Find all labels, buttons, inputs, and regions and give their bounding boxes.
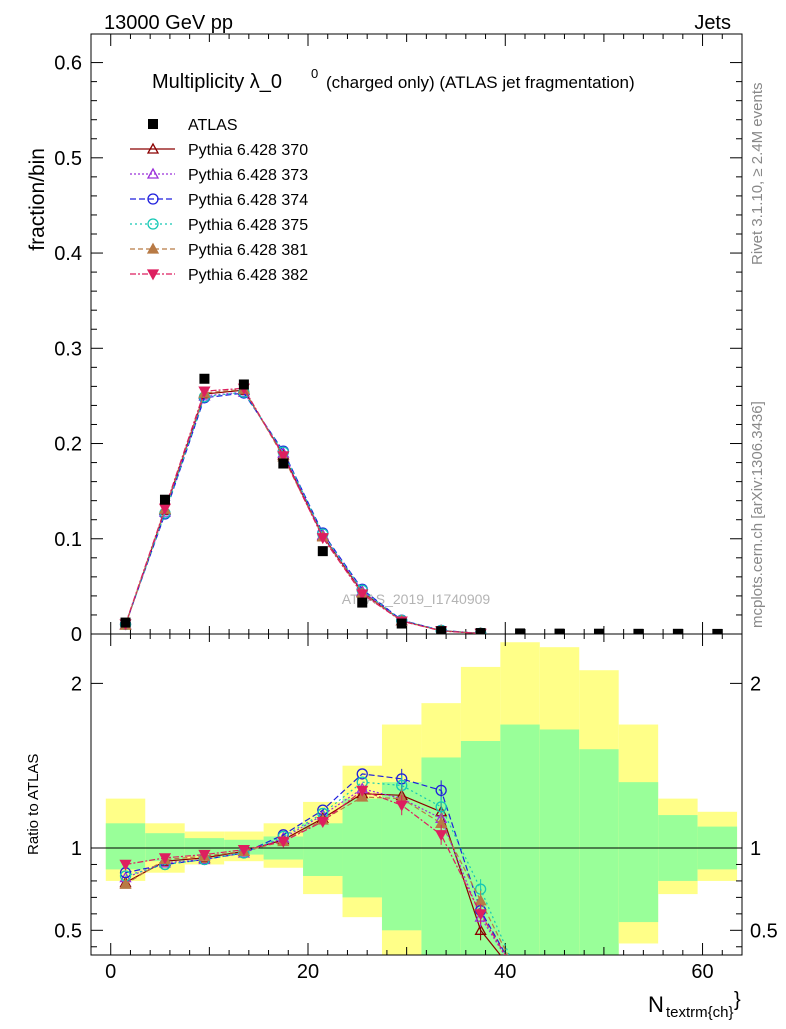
rivet-version-label: Rivet 3.1.10, ≥ 2.4M events — [749, 83, 766, 266]
band-inner — [579, 749, 619, 955]
x-tick-label: 60 — [691, 961, 713, 983]
x-tick-label: 40 — [494, 961, 516, 983]
ratio-382-line — [125, 789, 506, 955]
axis-ticks: 0 20 40 60 0 0.1 0.2 0.3 0.4 0.5 0.6 0.5 0.5 1 1 2 2 — [54, 34, 778, 983]
ratio-382-point — [237, 844, 250, 856]
legend-374-label: Pythia 6.428 374 — [188, 192, 308, 209]
title-rest: (charged only) (ATLAS jet fragmentation) — [326, 73, 635, 92]
legend-382-marker — [146, 269, 160, 281]
series-382-point — [198, 386, 211, 398]
ratio-tick-label-right: 0.5 — [750, 920, 778, 942]
legend-375-marker — [147, 218, 159, 230]
ratio-tick-label-left: 2 — [71, 673, 82, 695]
atlas-data-point — [593, 628, 604, 634]
ratio-tick-label-right: 1 — [750, 838, 761, 860]
x-tick-label: 0 — [105, 961, 116, 983]
atlas-data-point — [357, 597, 368, 608]
series-382-point — [277, 451, 290, 463]
ratio-tick-label-right: 2 — [750, 673, 761, 695]
legend-373-label: Pythia 6.428 373 — [188, 167, 308, 184]
series-374-line — [124, 392, 481, 634]
atlas-data-point — [396, 618, 407, 629]
band-inner — [539, 729, 580, 955]
x-axis-label-close: } — [734, 989, 741, 1011]
ratio-382-point — [474, 909, 487, 921]
atlas-data-point — [712, 628, 723, 634]
x-axis-label-main: N — [648, 992, 664, 1017]
legend-375-label: Pythia 6.428 375 — [188, 217, 308, 234]
ratio-382-point — [316, 817, 329, 828]
legend-381-label: Pythia 6.428 381 — [188, 242, 308, 259]
atlas-data-point — [515, 628, 526, 634]
ratio-382-point — [356, 785, 369, 797]
ratio-374-line — [125, 773, 507, 955]
ratio-382-point — [158, 853, 172, 865]
legend-373-marker — [146, 167, 160, 179]
legend: ATLAS Pythia 6.428 370 Pythia 6.428 373 Pyt… — [130, 117, 308, 284]
ratio-382-point — [198, 849, 211, 861]
y-tick-label: 0.5 — [54, 148, 82, 170]
band-inner — [618, 782, 659, 923]
legend-374-marker — [147, 193, 159, 205]
band-inner — [303, 823, 343, 876]
band-inner — [184, 838, 225, 857]
band-inner — [500, 724, 540, 955]
atlas-data-point — [672, 628, 683, 634]
atlas-data-point — [278, 458, 289, 469]
atlas-data-point — [475, 628, 486, 634]
y-axis-label: fraction/bin — [26, 148, 49, 251]
legend-381-marker — [146, 242, 160, 254]
x-tick-label: 20 — [297, 961, 319, 983]
atlas-data-point — [199, 373, 210, 384]
y-tick-label: 0.4 — [54, 243, 82, 265]
uncertainty-bands — [105, 642, 738, 955]
x-axis-label: N textrm{ch} } — [648, 989, 741, 1021]
ratio-382-point — [119, 859, 132, 871]
header-process-label: Jets — [694, 12, 731, 34]
x-axis-label-sub: textrm{ch} — [666, 1004, 734, 1021]
ratio-381-point — [119, 877, 132, 889]
legend-atlas-marker — [148, 119, 158, 129]
ratio-374-point — [356, 768, 368, 780]
title-superscript: 0 — [311, 66, 318, 81]
ratio-series — [119, 768, 510, 955]
atlas-data-point — [436, 626, 447, 634]
series-382-point — [356, 589, 369, 601]
ratio-tick-label-left: 0.5 — [54, 920, 82, 942]
ratio-382-point — [395, 800, 408, 812]
ratio-tick-label-left: 1 — [71, 838, 82, 860]
y-tick-label: 0.1 — [54, 529, 82, 551]
ratio-374-point — [435, 784, 447, 797]
mcplots-label: mcplots.cern.ch [arXiv:1306.3436] — [749, 401, 766, 628]
ratio-382-point — [277, 836, 290, 848]
ratio-370-point — [474, 923, 487, 935]
header-beam-label: 13000 GeV pp — [104, 12, 233, 34]
ratio-panel-frame — [90, 633, 743, 956]
main-series — [119, 373, 723, 634]
atlas-data-point — [317, 546, 328, 557]
atlas-data-point — [554, 628, 565, 634]
atlas-data-point — [159, 494, 170, 505]
y-tick-label: 0.3 — [54, 338, 82, 360]
legend-370-label: Pythia 6.428 370 — [188, 142, 308, 159]
atlas-data-point — [633, 628, 644, 634]
legend-370-marker — [146, 142, 160, 154]
ratio-375-point — [435, 801, 447, 813]
series-382-point — [316, 533, 329, 545]
legend-382-label: Pythia 6.428 382 — [188, 267, 308, 284]
ratio-y-axis-label: Ratio to ATLAS — [25, 754, 42, 855]
atlas-data-point — [120, 617, 131, 628]
title-main: Multiplicity λ_0 — [152, 71, 282, 93]
atlas-data-point — [238, 379, 249, 390]
y-tick-label: 0.6 — [54, 53, 82, 75]
legend-atlas-label: ATLAS — [188, 117, 238, 134]
y-tick-label: 0 — [71, 624, 82, 646]
plot-title: Multiplicity λ_0 0 (charged only) (ATLAS… — [152, 66, 635, 93]
y-tick-label: 0.2 — [54, 434, 82, 456]
series-382-line — [124, 387, 481, 634]
ratio-382-point — [435, 830, 448, 842]
